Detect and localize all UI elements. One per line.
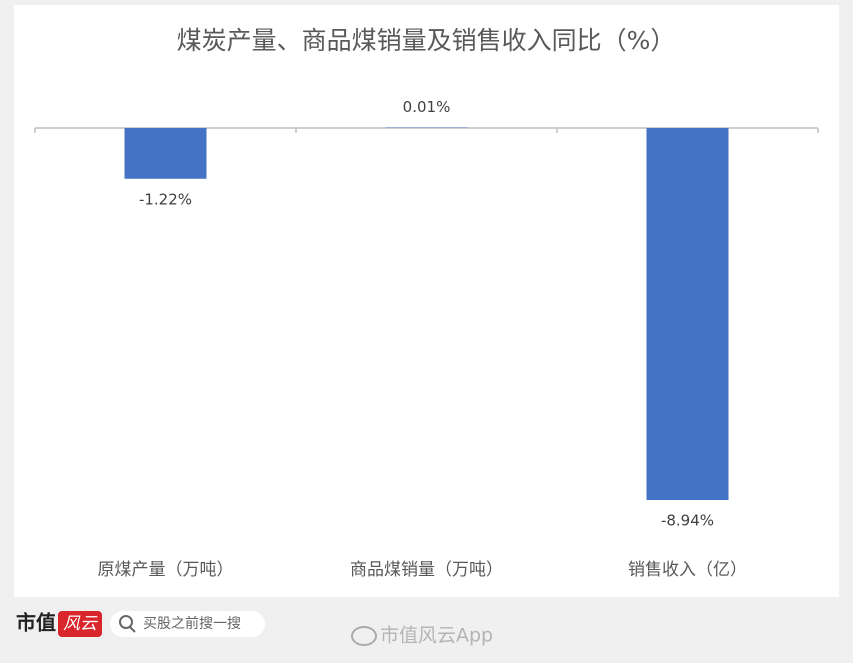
search-placeholder: 买股之前搜一搜: [143, 615, 241, 632]
data-label: -8.94%: [661, 512, 714, 530]
logo-text: 市值: [16, 611, 56, 635]
chart-title: 煤炭产量、商品煤销量及销售收入同比（%）: [177, 26, 676, 55]
x-tick-label: 原煤产量（万吨）: [98, 560, 234, 580]
data-label: -1.22%: [139, 190, 192, 208]
x-tick-label: 商品煤销量（万吨）: [350, 560, 503, 580]
bar: [647, 128, 729, 500]
data-label: 0.01%: [403, 98, 451, 116]
logo-text: 风云: [63, 614, 99, 634]
bar: [125, 128, 207, 179]
x-tick-label: 销售收入（亿）: [628, 560, 747, 580]
watermark: 市值风云App: [380, 625, 493, 647]
